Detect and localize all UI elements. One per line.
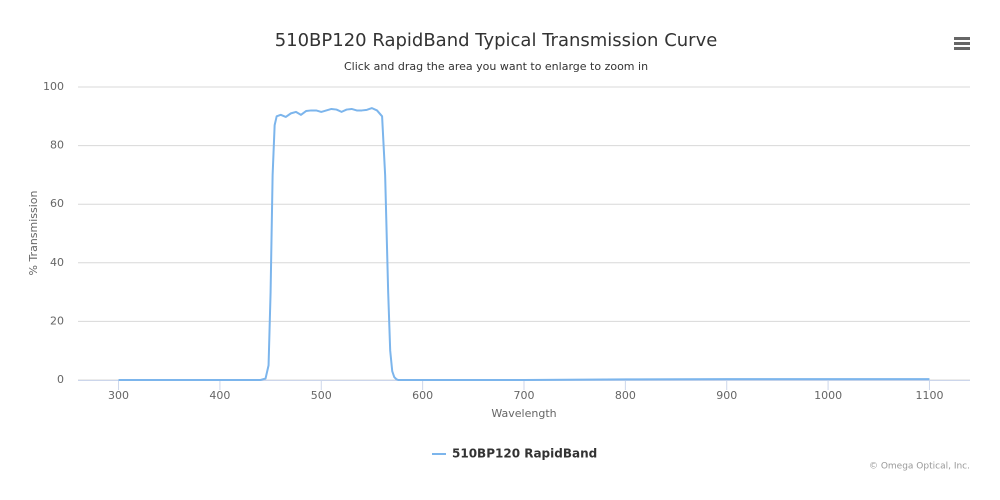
y-tick-label: 80 (50, 139, 64, 152)
menu-button[interactable] (954, 37, 970, 50)
menu-bar (954, 42, 970, 45)
credits: © Omega Optical, Inc. (869, 462, 970, 472)
y-tick-label: 20 (50, 314, 64, 327)
chart-subtitle: Click and drag the area you want to enla… (344, 60, 648, 73)
y-axis-title: % Transmission (27, 190, 40, 275)
y-tick-label: 40 (50, 256, 64, 269)
legend-label: 510BP120 RapidBand (452, 447, 597, 461)
x-tick-label: 300 (108, 389, 129, 402)
x-tick-label: 700 (514, 389, 535, 402)
x-tick-label: 800 (615, 389, 636, 402)
x-tick-label: 600 (412, 389, 433, 402)
y-tick-label: 60 (50, 197, 64, 210)
menu-bar (954, 47, 970, 50)
y-tick-label: 0 (57, 373, 64, 386)
x-tick-label: 400 (209, 389, 230, 402)
x-tick-label: 1100 (915, 389, 943, 402)
chart-title: 510BP120 RapidBand Typical Transmission … (275, 30, 718, 51)
x-tick-label: 500 (311, 389, 332, 402)
x-tick-label: 1000 (814, 389, 842, 402)
x-axis-title: Wavelength (491, 407, 556, 420)
menu-bar (954, 37, 970, 40)
y-tick-label: 100 (43, 80, 64, 93)
x-tick-label: 900 (716, 389, 737, 402)
series-line (118, 107, 930, 381)
